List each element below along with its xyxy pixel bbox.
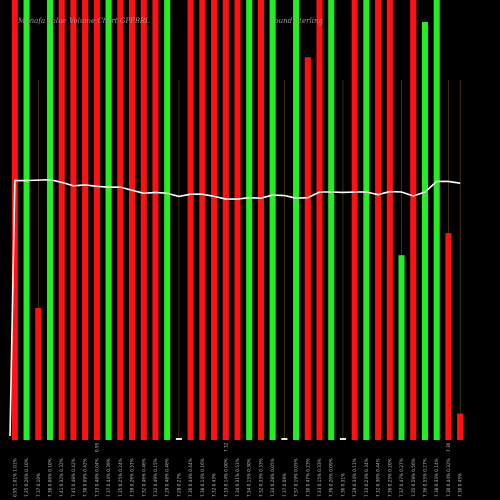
volume-bar-24: [281, 438, 288, 440]
volume-bar-28: [328, 0, 335, 440]
volume-bar-39: [457, 413, 464, 440]
volume-bar-32: [375, 0, 382, 440]
volume-bar-4: [46, 0, 54, 440]
x-label-25: 7.37 0.19% 0.05%: [294, 458, 299, 497]
x-label-10: 7.35 0.25% 0.24%: [118, 458, 123, 497]
x-label-12: 7.32 0.46% 0.46%: [141, 458, 146, 497]
x-label-34: 7.37 0.47% 0.27%: [399, 458, 404, 497]
x-label-3: 7.37 0.10%: [36, 473, 41, 497]
price-line-layer: [9, 178, 461, 437]
bars: [11, 0, 464, 440]
x-label-33: 7.36 0.25% 0.20%: [387, 458, 392, 497]
bar-top-label-19: 7.32: [223, 442, 228, 452]
volume-bar-7: [82, 0, 89, 440]
volume-bar-3: [35, 308, 42, 440]
x-label-4: 7.38 0.06% 0.10%: [48, 458, 53, 497]
volume-bar-25: [293, 0, 300, 440]
bar-top-label-38: 7.30: [446, 442, 451, 452]
x-label-5: 7.41 0.32% 0.32%: [59, 458, 64, 497]
volume-bar-38: [445, 233, 452, 440]
volume-bar-8: [93, 0, 100, 440]
volume-bar-15: [175, 438, 182, 440]
x-label-23: 7.34 0.28% 0.05%: [270, 458, 275, 497]
x-label-16: 7.36 0.44% 0.44%: [188, 458, 193, 497]
volume-bar-9: [105, 0, 112, 440]
volume-bar-16: [187, 0, 194, 440]
volume-bar-19: [222, 0, 229, 440]
chart-title: Munafa Value Volume Chart GPPBRL: [17, 17, 150, 25]
x-label-30: 7.29 0.34% 0.11%: [352, 458, 357, 497]
x-label-38: 7.30 0.44% 0.32%: [446, 458, 451, 497]
x-label-13: 7.32 0.49% 0.15%: [153, 458, 158, 497]
volume-bar-17: [199, 0, 206, 440]
volume-bar-20: [234, 0, 241, 440]
volume-bar-35: [410, 0, 417, 440]
x-label-2: 7.35 0.26% 0.10%: [24, 458, 29, 497]
volume-bar-18: [211, 0, 218, 440]
volume-bar-34: [398, 255, 405, 440]
x-label-36: 7.36 0.55% 0.27%: [422, 458, 427, 497]
x-label-8: 7.33 0.48% 0.04%: [94, 458, 99, 497]
volume-bar-37: [433, 0, 440, 440]
volume-bar-13: [152, 0, 159, 440]
volume-bar-23: [269, 0, 276, 440]
x-label-1: 0.95 1.01% 1.01%: [12, 458, 17, 497]
x-label-35: 7.35 0.59% 0.56%: [411, 458, 416, 497]
x-label-19: 7.33 0.14% 0.00%: [223, 458, 228, 497]
volume-bar-10: [117, 0, 124, 440]
x-labels: 0.95 1.01% 1.01% 7.35 0.26% 0.10% 7.37 0.1…: [12, 458, 462, 497]
volume-bar-22: [257, 0, 264, 440]
volume-bar-6: [70, 0, 77, 440]
volume-bar-26: [304, 57, 311, 440]
x-label-37: 7.38 0.33% 0.14%: [434, 458, 439, 497]
x-label-24: 7.37 0.09%: [282, 473, 287, 497]
volume-bar-29: [339, 438, 346, 440]
volume-bar-30: [351, 0, 358, 440]
volume-bar-5: [58, 0, 65, 440]
x-label-14: 7.29 0.48% 0.46%: [165, 458, 170, 497]
x-label-39: 7.30 0.45%: [458, 473, 463, 497]
bar-top-labels: 0.95 7.32 7.30: [94, 442, 451, 452]
volume-bar-14: [164, 0, 171, 440]
x-label-28: 7.36 0.20% 0.09%: [329, 458, 334, 497]
bar-top-label-8: 0.95: [94, 442, 99, 452]
chart-title-right: Pound Sterling: [269, 17, 323, 25]
volume-bar-27: [316, 0, 323, 440]
x-label-31: 7.33 0.23% 0.34%: [364, 458, 369, 497]
x-label-11: 7.39 0.26% 0.57%: [130, 458, 135, 497]
volume-bar-12: [140, 0, 147, 440]
x-label-27: 7.33 0.15% 0.33%: [317, 458, 322, 497]
volume-bar-31: [363, 0, 370, 440]
x-label-22: 7.32 0.33% 0.33%: [258, 458, 263, 497]
x-label-29: 7.36 0.31%: [340, 473, 345, 497]
x-label-21: 7.34 0.15% 0.30%: [247, 458, 252, 497]
x-label-7: 7.38 0.09% 0.42%: [83, 458, 88, 497]
x-label-32: 7.32 0.30% 0.44%: [376, 458, 381, 497]
x-label-9: 7.37 0.44% 0.39%: [106, 458, 111, 497]
x-label-18: 7.32 0.43%: [212, 473, 217, 497]
volume-bar-11: [128, 0, 136, 440]
volume-bar-21: [246, 0, 253, 440]
x-label-17: 7.38 0.14% 0.16%: [200, 458, 205, 497]
x-label-6: 7.45 0.48% 0.42%: [71, 458, 76, 497]
volume-bar-2: [23, 0, 30, 440]
price-line: [9, 178, 461, 437]
volume-bar-36: [421, 22, 429, 440]
x-label-26: 7.30 0.47% 0.23%: [305, 458, 310, 497]
volume-bar-33: [386, 0, 393, 440]
x-label-15: 7.28 0.27%: [176, 473, 181, 497]
x-label-20: 7.34 0.31% 0.51%: [235, 458, 240, 497]
